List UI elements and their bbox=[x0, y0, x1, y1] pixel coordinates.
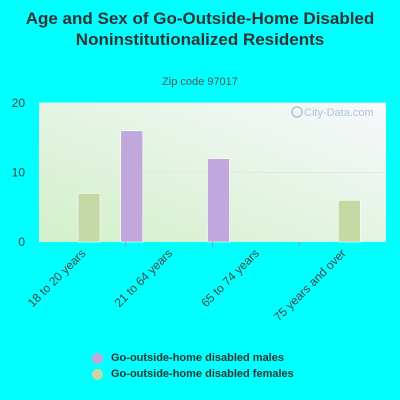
y-tick-label: 10 bbox=[12, 166, 26, 180]
y-tick-label: 20 bbox=[12, 96, 26, 110]
watermark-text: City-Data.com bbox=[304, 107, 374, 119]
x-tick-label: 65 to 74 years bbox=[198, 246, 262, 310]
x-tick-label: 75 years and over bbox=[271, 246, 349, 324]
chart-title: Age and Sex of Go-Outside-Home Disabled … bbox=[25, 9, 375, 49]
bar-females bbox=[337, 200, 361, 243]
legend-label-males: Go-outside-home disabled males bbox=[111, 352, 284, 364]
legend-label-females: Go-outside-home disabled females bbox=[111, 368, 294, 380]
legend-item-females: Go-outside-home disabled females bbox=[92, 366, 294, 382]
legend-swatch-females bbox=[92, 368, 103, 380]
bar-females bbox=[77, 193, 101, 243]
x-tick-label: 18 to 20 years bbox=[25, 246, 89, 310]
chart-subtitle: Zip code 97017 bbox=[162, 76, 238, 88]
x-tick-label: 21 to 64 years bbox=[112, 246, 176, 310]
bar-males bbox=[120, 130, 144, 243]
legend-swatch-males bbox=[92, 352, 103, 364]
bar-males bbox=[207, 158, 230, 243]
watermark: City-Data.com bbox=[291, 106, 374, 119]
y-tick-label: 0 bbox=[18, 235, 25, 249]
legend-item-males: Go-outside-home disabled males bbox=[92, 350, 294, 366]
chart-legend: Go-outside-home disabled males Go-outsid… bbox=[92, 350, 294, 382]
